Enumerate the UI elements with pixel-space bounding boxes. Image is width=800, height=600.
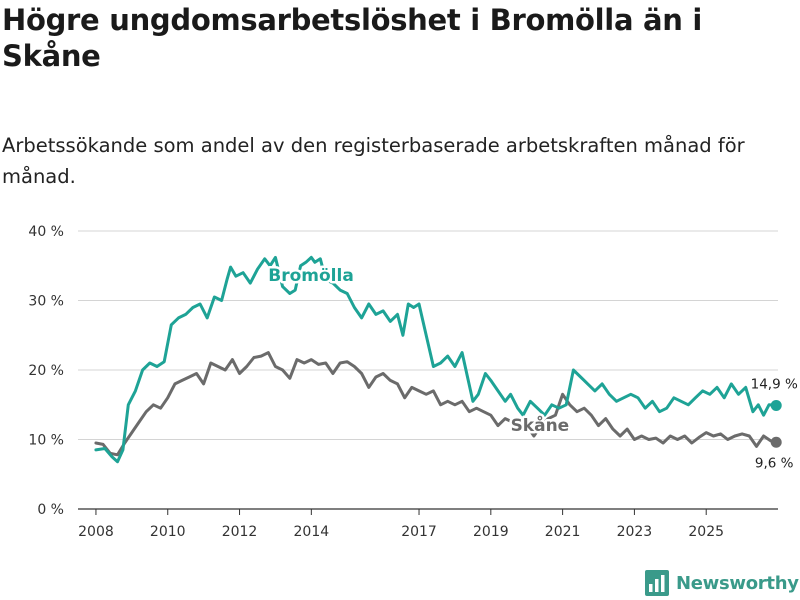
logo-text: Newsworthy bbox=[676, 572, 799, 594]
series-line-skåne bbox=[94, 351, 778, 457]
x-tick-label: 2019 bbox=[473, 524, 509, 540]
chart-title: Högre ungdomsarbetslöshet i Bromölla än … bbox=[2, 3, 703, 73]
y-axis-ticks: 0 % 10 % 20 % 30 % 40 % bbox=[28, 224, 64, 518]
newsworthy-logo: Newsworthy bbox=[645, 568, 799, 598]
series-line-bromölla bbox=[94, 255, 778, 464]
y-tick-label: 20 % bbox=[28, 363, 64, 379]
gridlines bbox=[78, 230, 778, 510]
x-tick-label: 2012 bbox=[222, 524, 258, 540]
y-tick-label: 10 % bbox=[28, 433, 64, 449]
series-label-bromolla: Bromölla bbox=[268, 266, 354, 286]
x-tick-label: 2023 bbox=[617, 524, 653, 540]
series-label-skane: Skåne bbox=[511, 414, 570, 436]
x-tick-label: 2014 bbox=[294, 524, 330, 540]
end-label-skane: 9,6 % bbox=[755, 455, 794, 471]
x-tick-label: 2021 bbox=[545, 524, 581, 540]
y-tick-label: 30 % bbox=[28, 294, 64, 310]
end-point-bromölla bbox=[770, 399, 782, 411]
x-tick-label: 2010 bbox=[150, 524, 186, 540]
series-lines bbox=[94, 255, 782, 464]
end-label-bromolla: 14,9 % bbox=[751, 376, 798, 392]
chart-subtitle: Arbetssökande som andel av den registerb… bbox=[2, 134, 745, 188]
bar-chart-logo-icon bbox=[645, 570, 669, 596]
x-tick-label: 2008 bbox=[78, 524, 114, 540]
x-axis-ticks: 2008 2010 2012 2014 2017 2019 2021 2023 2025 bbox=[78, 509, 724, 540]
series-labels: Bromölla Skåne 14,9 % 9,6 % bbox=[266, 264, 798, 472]
x-tick-label: 2017 bbox=[401, 524, 437, 540]
x-tick-label: 2025 bbox=[688, 524, 724, 540]
end-point-skåne bbox=[770, 436, 782, 448]
y-tick-label: 0 % bbox=[37, 502, 64, 518]
y-tick-label: 40 % bbox=[28, 224, 64, 240]
